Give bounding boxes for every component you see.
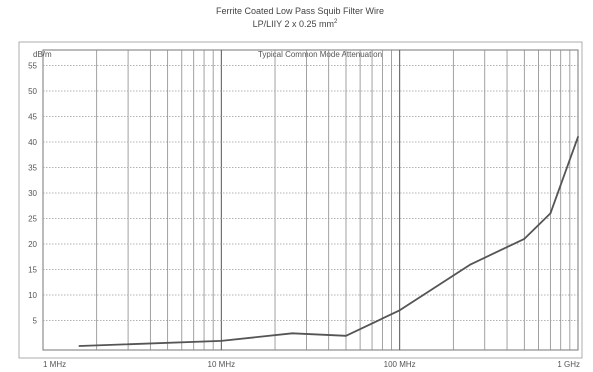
- y-tick-label: 40: [28, 138, 37, 147]
- y-tick-label: 55: [28, 62, 37, 71]
- attenuation-data-point: [398, 309, 401, 312]
- attenuation-data-point: [291, 332, 294, 335]
- x-tick-label: 100 MHz: [384, 360, 416, 369]
- chart-subtitle-main: LP/LIIY 2 x 0.25 mm: [253, 19, 334, 29]
- attenuation-data-point: [220, 340, 223, 342]
- attenuation-data-point: [577, 136, 579, 138]
- chart-frame: [18, 41, 583, 359]
- y-tick-label: 20: [28, 240, 37, 249]
- y-tick-label: 35: [28, 164, 37, 173]
- attenuation-data-point: [523, 238, 526, 240]
- plot-frame: [42, 49, 579, 351]
- plot-title: Typical Common Mode Attenuation: [258, 50, 382, 59]
- y-tick-label: 15: [28, 266, 37, 275]
- y-tick-label: 30: [28, 189, 37, 198]
- x-tick-label: 1 GHz: [557, 360, 580, 369]
- attenuation-data-point: [549, 212, 552, 215]
- y-tick-label: 25: [28, 215, 37, 224]
- chart-subtitle: LP/LIIY 2 x 0.25 mm2: [253, 19, 338, 29]
- attenuation-data-point: [78, 345, 81, 347]
- x-tick-label: 10 MHz: [208, 360, 236, 369]
- chart-subtitle-sup: 2: [334, 19, 338, 25]
- y-tick-label: 50: [28, 87, 37, 96]
- x-tick-label: 1 MHz: [43, 360, 66, 369]
- y-axis-label: dB/m: [33, 50, 52, 59]
- y-tick-label: 5: [33, 317, 38, 326]
- attenuation-data-point: [345, 334, 347, 337]
- chart-title: Ferrite Coated Low Pass Squib Filter Wir…: [216, 6, 384, 16]
- y-tick-label: 45: [28, 113, 37, 122]
- attenuation-data-point: [469, 263, 472, 266]
- y-tick-label: 10: [28, 291, 37, 300]
